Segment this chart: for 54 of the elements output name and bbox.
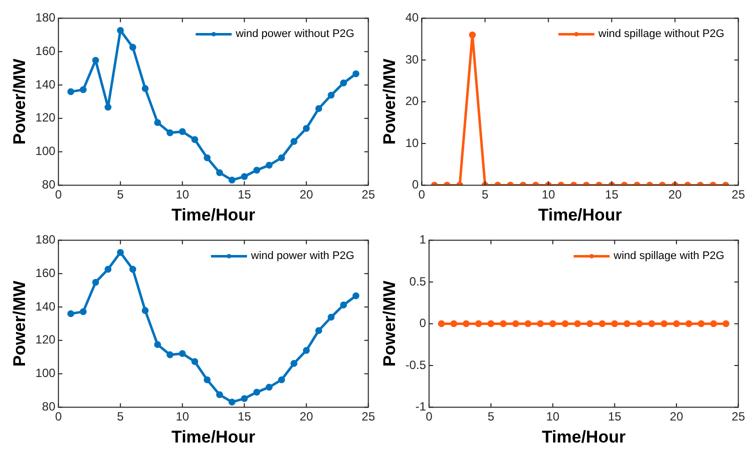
x-axis-title: Time/Hour	[171, 205, 256, 224]
x-tick-label: 20	[668, 188, 682, 202]
x-tick-label: 15	[608, 410, 622, 424]
y-tick-label: -0.5	[405, 358, 426, 372]
x-tick-label: 10	[546, 410, 560, 424]
y-tick-label: 160	[35, 44, 56, 58]
x-tick-label: 5	[117, 410, 124, 424]
x-tick-label: 20	[300, 410, 314, 424]
x-axis-title: Time/Hour	[538, 205, 622, 224]
y-tick-label: 0.5	[409, 274, 426, 288]
y-tick-label: 0	[419, 316, 426, 330]
y-axis-title: Power/MW	[10, 58, 29, 145]
x-axis-title: Time/Hour	[171, 427, 256, 446]
y-tick-label: 180	[35, 10, 56, 25]
y-tick-label: 100	[35, 366, 56, 380]
x-tick-label: 5	[117, 188, 124, 202]
y-tick-label: 140	[35, 299, 56, 314]
x-tick-label: 10	[542, 188, 556, 202]
legend-label: wind spillage with P2G	[612, 250, 724, 262]
y-tick-label: 1	[419, 232, 426, 247]
x-tick-label: 10	[176, 410, 190, 424]
x-tick-label: 20	[670, 410, 684, 424]
y-tick-label: -1	[415, 400, 426, 414]
y-axis-title: Power/MW	[380, 58, 399, 145]
x-tick-label: 25	[362, 410, 376, 424]
x-tick-label: 5	[482, 188, 489, 202]
x-tick-label: 15	[238, 410, 252, 424]
x-tick-label: 25	[732, 410, 746, 424]
y-tick-label: 0	[412, 178, 420, 192]
x-tick-label: 5	[488, 410, 495, 424]
x-axis-title: Time/Hour	[542, 427, 626, 446]
y-tick-label: 120	[35, 332, 56, 347]
y-tick-label: 80	[42, 400, 56, 414]
y-tick-label: 120	[35, 110, 56, 125]
y-tick-label: 140	[35, 77, 56, 92]
legend-label: wind power with P2G	[250, 250, 354, 262]
y-tick-label: 180	[35, 232, 56, 247]
y-tick-label: 30	[405, 52, 420, 66]
y-axis-title: Power/MW	[380, 280, 399, 367]
x-tick-label: 10	[176, 188, 190, 202]
legend-label: wind power without P2G	[234, 28, 354, 40]
y-tick-label: 80	[42, 178, 56, 192]
y-tick-label: 160	[35, 266, 56, 280]
x-tick-label: 20	[300, 188, 314, 202]
x-tick-label: 25	[362, 188, 376, 202]
y-axis-title: Power/MW	[10, 280, 29, 367]
y-tick-label: 40	[405, 10, 420, 25]
x-tick-label: 25	[732, 188, 746, 202]
legend-label: wind spillage without P2G	[597, 28, 724, 40]
x-tick-label: 15	[238, 188, 252, 202]
y-tick-label: 20	[405, 94, 420, 108]
x-tick-label: 15	[605, 188, 619, 202]
y-tick-label: 100	[35, 144, 56, 158]
y-tick-label: 10	[405, 136, 420, 150]
